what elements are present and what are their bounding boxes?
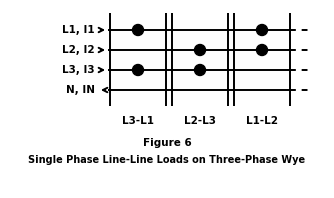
Circle shape (257, 25, 268, 35)
Circle shape (133, 25, 144, 35)
Text: L3-L1: L3-L1 (122, 116, 154, 126)
Text: N, IN: N, IN (66, 85, 95, 95)
Circle shape (194, 65, 205, 75)
Circle shape (257, 45, 268, 55)
Circle shape (133, 65, 144, 75)
Text: L1-L2: L1-L2 (246, 116, 278, 126)
Text: Single Phase Line-Line Loads on Three-Phase Wye: Single Phase Line-Line Loads on Three-Ph… (28, 155, 306, 165)
Text: L2, I2: L2, I2 (62, 45, 95, 55)
Circle shape (194, 45, 205, 55)
Text: L3, I3: L3, I3 (62, 65, 95, 75)
Text: Figure 6: Figure 6 (143, 138, 191, 148)
Text: L1, I1: L1, I1 (62, 25, 95, 35)
Text: L2-L3: L2-L3 (184, 116, 216, 126)
